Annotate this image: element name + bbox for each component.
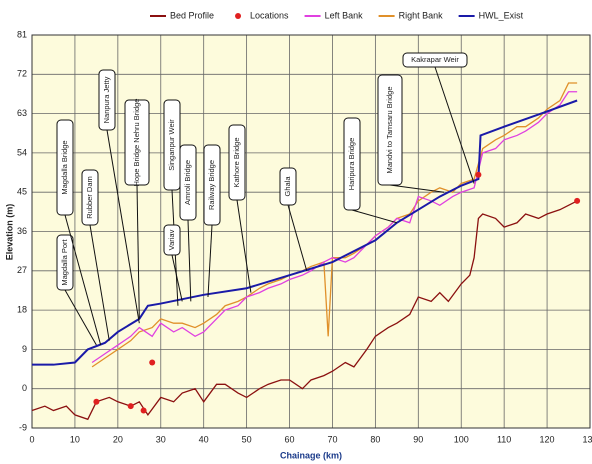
annotation-label: Rubber Dam	[85, 176, 94, 219]
annotation-arrow	[171, 254, 183, 302]
y-tick-label: 36	[17, 226, 27, 236]
annotation-box	[124, 99, 150, 186]
annotation-arrow	[64, 289, 97, 346]
y-tick-label: 45	[17, 187, 27, 197]
legend-label: Right Bank	[399, 10, 444, 20]
location-point	[475, 171, 482, 178]
x-tick-label: 90	[413, 434, 423, 444]
location-point	[140, 407, 147, 414]
annotation-box	[163, 224, 181, 256]
annotation-label: Haripura Bridge	[347, 138, 356, 191]
annotation-box	[56, 119, 74, 216]
x-tick-label: 30	[156, 434, 166, 444]
annotation-label: Amroli Bridge	[183, 160, 192, 205]
x-tick-label: 120	[540, 434, 555, 444]
annotation-box	[228, 124, 246, 201]
location-point	[127, 403, 134, 410]
x-tick-label: 100	[454, 434, 469, 444]
annotation-box	[377, 74, 403, 186]
annotation-label: Ghala	[283, 176, 292, 197]
y-tick-label: 81	[17, 29, 27, 39]
x-axis-label: Chainage (km)	[280, 450, 342, 460]
x-tick-label: 40	[199, 434, 209, 444]
annotation-arrow	[434, 66, 475, 184]
annotation-box	[343, 117, 361, 211]
annotation-box	[179, 144, 197, 221]
y-tick-label: 18	[17, 304, 27, 314]
y-tick-label: 72	[17, 69, 27, 79]
annotation-arrow	[106, 129, 140, 324]
annotation-box	[402, 52, 468, 68]
annotation-arrow	[207, 224, 213, 298]
annotation-box	[203, 144, 221, 226]
annotation-label: Hope Bridge Nehru Bridge	[132, 99, 141, 187]
annotation-label: Magdalla Port	[60, 238, 69, 285]
annotation-arrow	[236, 199, 252, 293]
location-point	[149, 359, 156, 366]
annotation-box	[56, 234, 74, 291]
annotation-arrow	[136, 184, 140, 319]
annotation-box	[98, 69, 116, 131]
x-tick-label: 10	[70, 434, 80, 444]
location-point	[93, 398, 100, 405]
x-tick-label: 130	[582, 434, 592, 444]
x-tick-label: 50	[242, 434, 252, 444]
series-line	[32, 99, 578, 366]
annotation-label: Magdalla Bridge	[60, 140, 69, 194]
y-tick-label: 9	[22, 344, 27, 354]
y-tick-label: 63	[17, 108, 27, 118]
annotation-label: Singanpur Weir	[167, 119, 176, 171]
legend-label: Bed Profile	[170, 10, 214, 20]
annotation-label: Nanpura Jetty	[102, 76, 111, 123]
plot-border	[31, 34, 591, 429]
x-tick-label: 20	[113, 434, 123, 444]
x-tick-label: 110	[497, 434, 511, 444]
legend-label: Locations	[250, 10, 289, 20]
location-point	[574, 197, 581, 204]
legend-label: HWL_Exist	[479, 10, 524, 20]
annotation-label: Kathore Bridge	[232, 137, 241, 187]
y-tick-label: 54	[17, 147, 27, 157]
annotation-label: Kakrapar Weir	[411, 55, 459, 64]
annotation-label: Railway Bridge	[207, 160, 216, 210]
x-tick-label: 60	[285, 434, 295, 444]
annotation-arrow	[351, 209, 397, 224]
y-tick-label: 27	[17, 265, 27, 275]
annotation-box	[81, 169, 99, 226]
x-tick-label: 0	[29, 434, 34, 444]
y-tick-label: 0	[22, 383, 27, 393]
annotation-label: Mandvi to Tamsaru Bridge	[385, 87, 394, 174]
annotation-arrow	[89, 224, 110, 341]
x-tick-label: 70	[327, 434, 337, 444]
legend-label: Left Bank	[325, 10, 364, 20]
y-tick-label: -9	[19, 422, 27, 432]
annotation-arrow	[287, 204, 308, 271]
annotation-box	[163, 99, 181, 191]
y-axis-label: Elevation (m)	[4, 204, 14, 261]
annotation-label: Variav	[167, 229, 176, 250]
annotation-arrow	[187, 219, 192, 302]
annotation-arrow	[389, 184, 445, 193]
legend-marker	[235, 13, 242, 19]
annotation-box	[279, 167, 297, 206]
annotation-arrow	[64, 214, 102, 346]
x-tick-label: 80	[370, 434, 380, 444]
